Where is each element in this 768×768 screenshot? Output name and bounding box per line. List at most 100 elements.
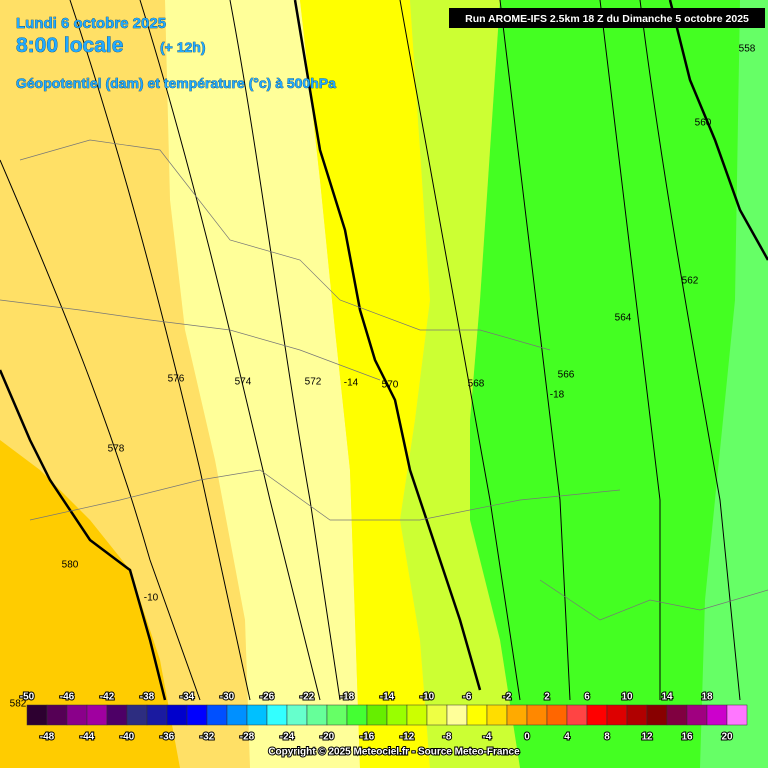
- color-swatch: [606, 704, 628, 726]
- contour-line: [599, 0, 661, 700]
- run-box: [449, 8, 765, 28]
- colorbar-top-label: -30: [220, 692, 235, 703]
- color-swatch: [106, 704, 128, 726]
- colorbar-top-label: -50: [20, 692, 35, 703]
- border-line: [0, 369, 167, 701]
- contour-label: 570: [382, 380, 399, 391]
- contour-line: [499, 0, 571, 701]
- colorbar-bottom-label: 0: [524, 732, 530, 743]
- offset: (+ 12h): [160, 39, 206, 55]
- band-green: [470, 0, 768, 768]
- region-line: [19, 139, 551, 351]
- color-swatch: [666, 704, 688, 726]
- color-swatch: [186, 704, 208, 726]
- contour-line: [639, 0, 741, 701]
- colorbar-bottom-label: -8: [443, 732, 452, 743]
- color-swatch: [226, 704, 248, 726]
- color-swatch: [626, 704, 648, 726]
- contour-label: 582: [10, 699, 27, 710]
- color-swatch: [306, 704, 328, 726]
- color-swatch: [166, 704, 188, 726]
- color-swatch: [146, 704, 168, 726]
- isohypses: [0, 0, 741, 701]
- contour-label: 562: [682, 276, 699, 287]
- colorbar-bottom-label: -44: [80, 732, 95, 743]
- region-line: [0, 299, 381, 381]
- colorbar-bottom-label: 12: [641, 732, 653, 743]
- regions: [0, 139, 768, 621]
- colorbar-bottom-label: 20: [721, 732, 733, 743]
- color-swatch: [706, 704, 728, 726]
- colorbar-top-label: 2: [544, 692, 550, 703]
- contour-line: [0, 159, 201, 701]
- colorbar-bottom-label: -28: [240, 732, 255, 743]
- colorbar-top-label: -34: [180, 692, 195, 703]
- color-swatch: [266, 704, 288, 726]
- contour-label: -14: [344, 378, 359, 389]
- contour-label: -18: [550, 390, 565, 401]
- colorbar-bottom-label: -12: [400, 732, 415, 743]
- colorbar-top-label: 18: [701, 692, 713, 703]
- band-pale-yellow: [165, 0, 360, 768]
- color-swatch: [346, 704, 368, 726]
- contour-label: 572: [305, 377, 322, 388]
- contour-line: [229, 0, 341, 701]
- color-swatch: [26, 704, 48, 726]
- contour-label: 576: [168, 374, 185, 385]
- colorbar-bottom-label: -40: [120, 732, 135, 743]
- color-swatch: [506, 704, 528, 726]
- contour-label: 574: [235, 377, 252, 388]
- color-swatch: [726, 704, 748, 726]
- region-line: [29, 469, 621, 521]
- color-swatch: [426, 704, 448, 726]
- color-swatch: [486, 704, 508, 726]
- contour-label: 568: [468, 379, 485, 390]
- colorbar-top-label: -26: [260, 692, 275, 703]
- color-swatch: [386, 704, 408, 726]
- borders: [0, 0, 768, 701]
- colorbar-bottom-label: 8: [604, 732, 610, 743]
- colorbar-bottom-label: -16: [360, 732, 375, 743]
- color-swatch: [286, 704, 308, 726]
- color-swatch: [466, 704, 488, 726]
- colorbar-top-label: -46: [60, 692, 75, 703]
- colorbar-bottom-label: -4: [483, 732, 492, 743]
- color-swatch: [326, 704, 348, 726]
- colorbar-top-label: -42: [100, 692, 115, 703]
- contour-labels: 558560562564566568570572574576578580582-…: [10, 44, 756, 710]
- time: 8:00 locale: [16, 34, 123, 57]
- band-light-green: [700, 0, 768, 768]
- color-swatch: [366, 704, 388, 726]
- contour-label: 558: [739, 44, 756, 55]
- colorbar-bottom-label: 4: [564, 732, 570, 743]
- colorbar: -50 -46 -42 -38 -34 -30 -26 -22 -18 -14 -10 -6 -2 2 6 1…: [19, 691, 748, 744]
- colorbar-bottom-label: -36: [160, 732, 175, 743]
- color-swatch: [246, 704, 268, 726]
- band-yellow-green: [400, 0, 520, 768]
- colorbar-bottom-label: 16: [681, 732, 693, 743]
- contour-label: 578: [108, 444, 125, 455]
- contour-label: 564: [615, 313, 632, 324]
- color-swatch: [206, 704, 228, 726]
- colorbar-top-label: 10: [621, 692, 633, 703]
- colorbar-top-label: -10: [420, 692, 435, 703]
- copyright: Copyright © 2025 Meteociel.fr - Source M…: [268, 747, 520, 758]
- colorbar-bottom-label: -32: [200, 732, 215, 743]
- color-swatch: [646, 704, 668, 726]
- contour-label: 580: [62, 560, 79, 571]
- color-swatch: [126, 704, 148, 726]
- color-swatch: [526, 704, 548, 726]
- colorbar-top-label: -22: [300, 692, 315, 703]
- colorbar-top-label: -14: [380, 692, 395, 703]
- date: Lundi 6 octobre 2025: [16, 15, 166, 32]
- color-swatch: [586, 704, 608, 726]
- contour-label: -10: [144, 593, 159, 604]
- colorbar-top-label: 14: [661, 692, 673, 703]
- region-line: [539, 579, 768, 621]
- run-info: Run AROME-IFS 2.5km 18 Z du Dimanche 5 o…: [465, 13, 749, 25]
- contour-label: 566: [558, 370, 575, 381]
- colorbar-top-label: -38: [140, 692, 155, 703]
- contour-label: 560: [695, 118, 712, 129]
- field-name: Géopotentiel (dam) et température (°c) à…: [16, 75, 336, 91]
